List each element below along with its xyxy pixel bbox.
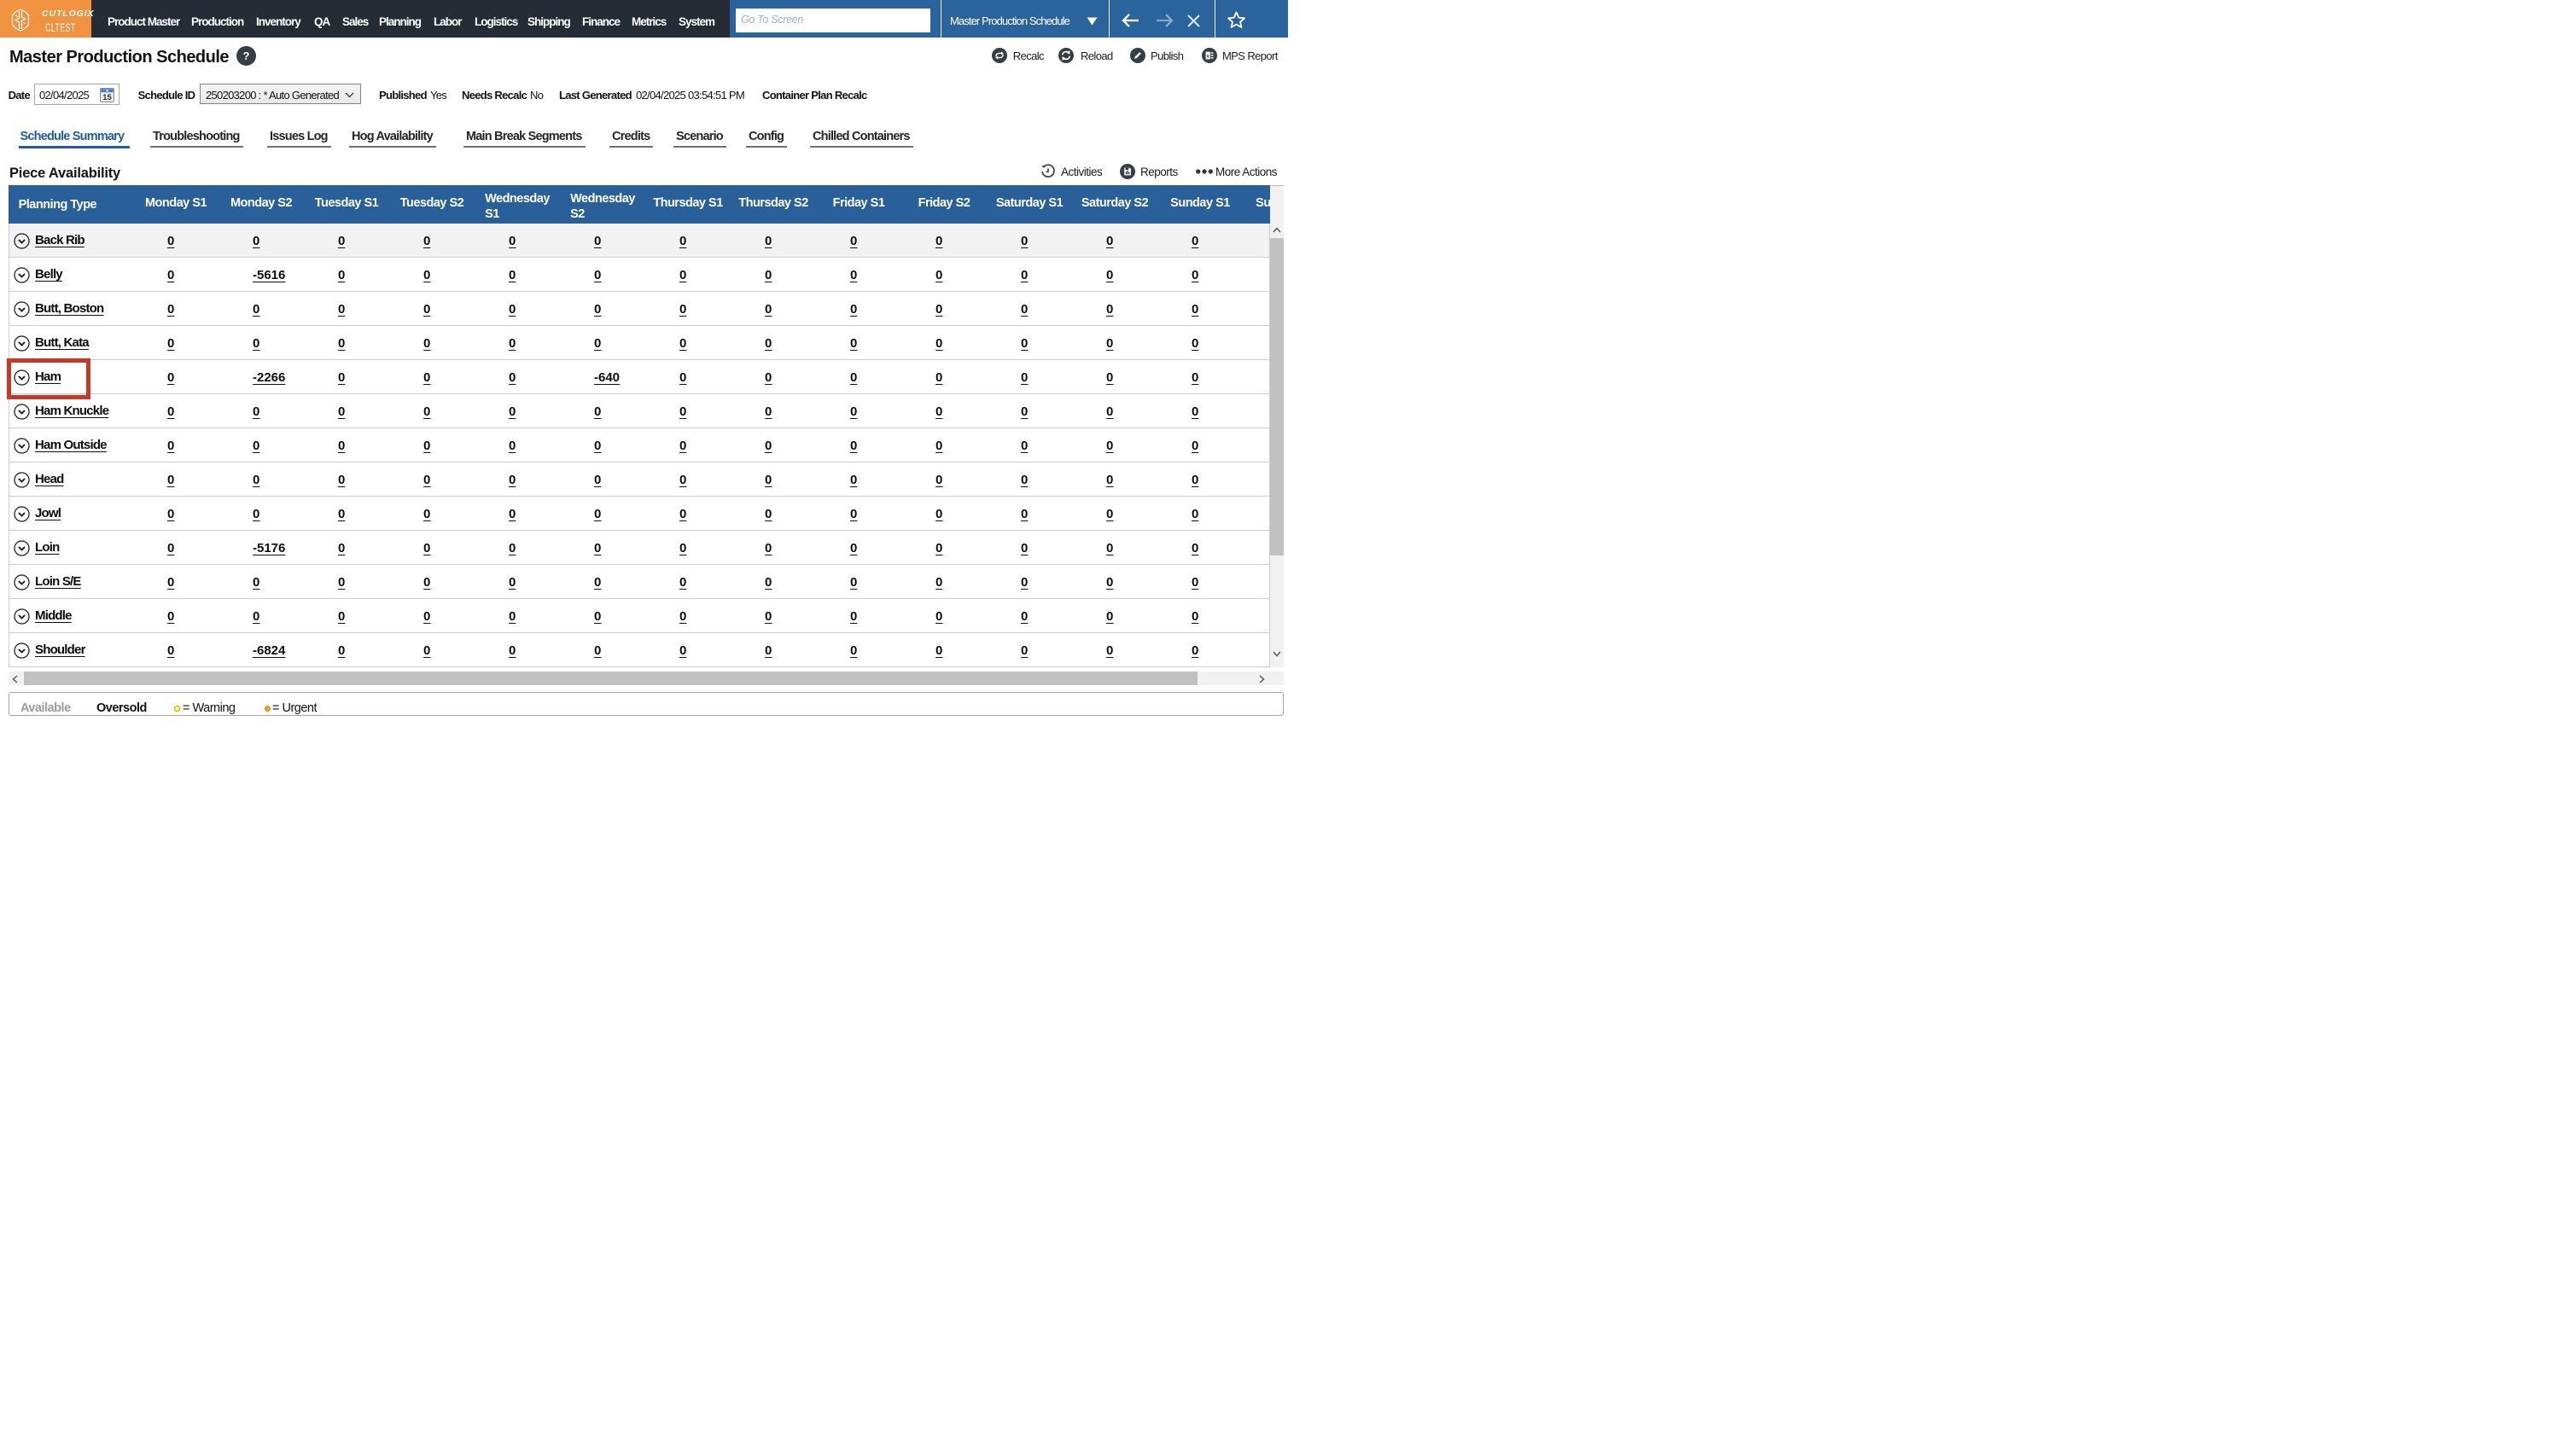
svg-text:x: x [1206,53,1209,59]
svg-text:?: ? [243,49,250,62]
svg-text:15: 15 [102,93,112,102]
